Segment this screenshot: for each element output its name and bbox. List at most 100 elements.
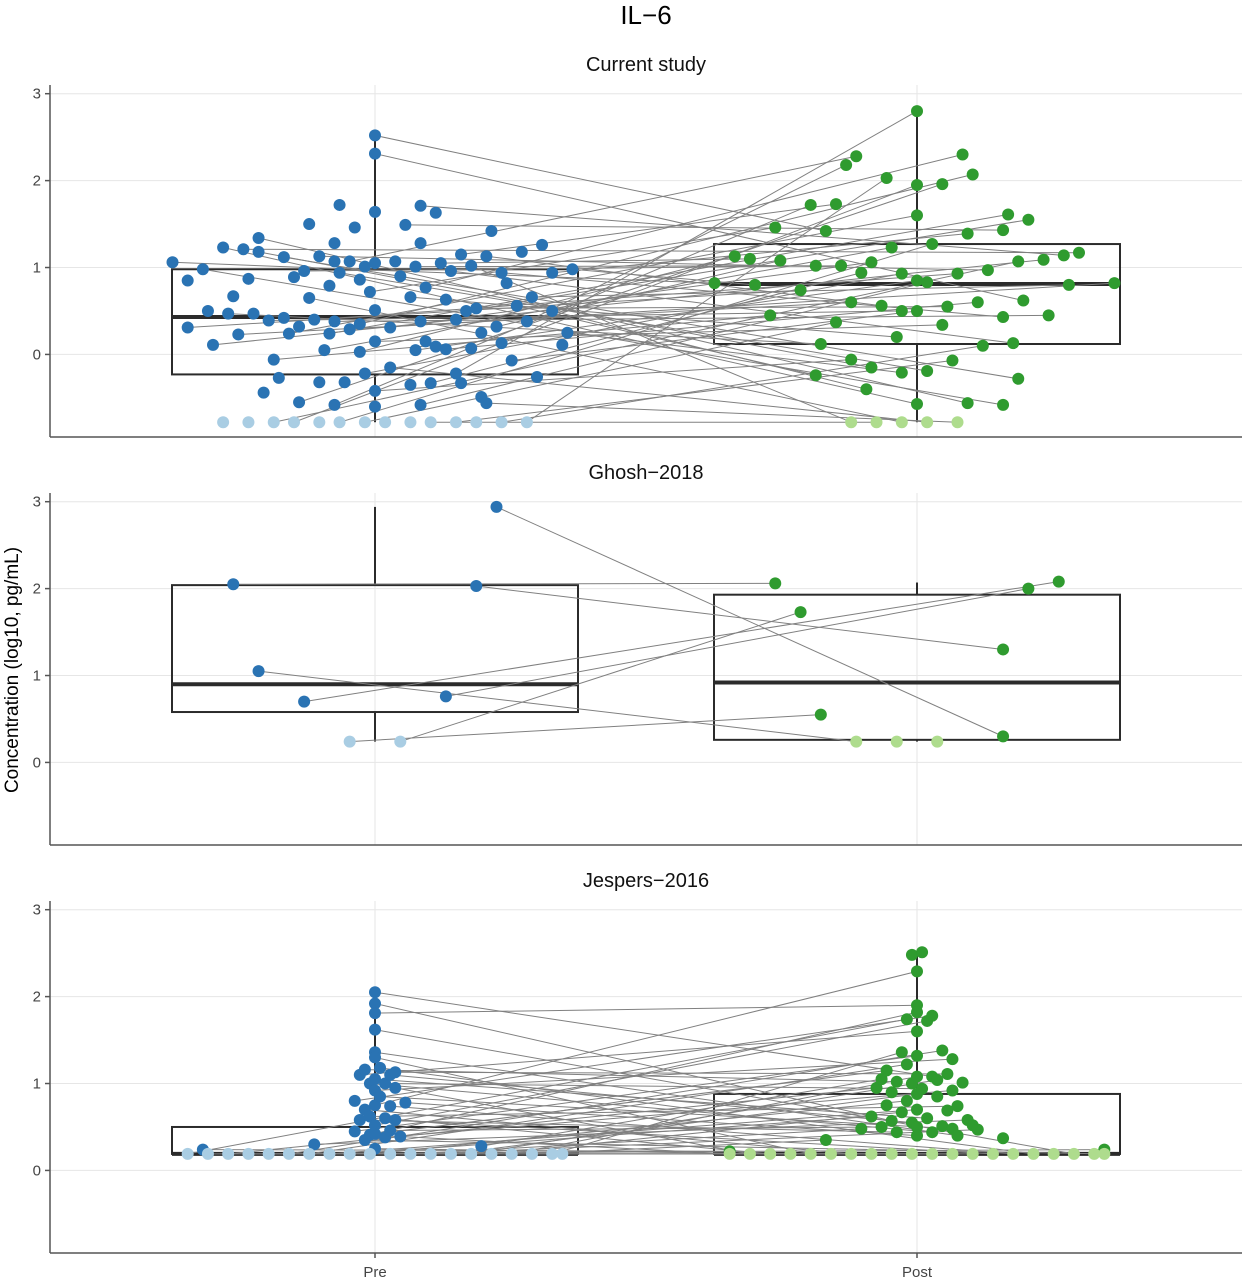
data-point-pre bbox=[348, 1125, 361, 1138]
censored-point-post bbox=[885, 1147, 898, 1160]
data-point-pre bbox=[333, 266, 346, 279]
box-post bbox=[713, 593, 1121, 741]
data-point-post bbox=[819, 1134, 832, 1147]
censored-point-pre bbox=[379, 416, 392, 429]
data-point-pre bbox=[363, 1110, 376, 1123]
data-point-pre bbox=[546, 304, 559, 317]
pair-line bbox=[314, 273, 958, 321]
data-point-post bbox=[956, 1076, 969, 1089]
y-tick-label: 3 bbox=[33, 86, 41, 103]
data-point-pre bbox=[232, 328, 245, 341]
data-point-post bbox=[997, 398, 1010, 411]
data-point-pre bbox=[531, 371, 543, 384]
censored-point-pre bbox=[444, 1147, 457, 1160]
censored-point-post bbox=[946, 1147, 959, 1160]
data-point-post bbox=[830, 198, 842, 211]
data-point-post bbox=[814, 338, 827, 351]
censored-point-post bbox=[865, 1147, 878, 1160]
data-point-pre bbox=[384, 1100, 397, 1113]
data-point-post bbox=[936, 178, 949, 191]
data-point-pre bbox=[429, 340, 442, 353]
censored-point-post bbox=[926, 1147, 939, 1160]
panel-jespers-2016: Jespers−2016 0 1 2 3 bbox=[33, 870, 1242, 1258]
pair-line bbox=[304, 581, 1059, 703]
data-point-post bbox=[1052, 575, 1065, 588]
data-point-post bbox=[1062, 278, 1075, 291]
data-point-post bbox=[911, 209, 923, 222]
data-point-post bbox=[926, 1126, 939, 1139]
censored-point-pre bbox=[358, 416, 371, 429]
censored-point-pre bbox=[288, 416, 300, 429]
pair-line bbox=[380, 1096, 953, 1130]
data-point-post bbox=[1022, 213, 1035, 226]
pair-line bbox=[359, 174, 973, 325]
data-point-pre bbox=[369, 986, 381, 999]
censored-point-pre bbox=[217, 416, 230, 429]
data-point-post bbox=[870, 1081, 883, 1094]
data-point-pre bbox=[298, 264, 311, 277]
pair-line bbox=[233, 582, 776, 585]
data-point-pre bbox=[323, 279, 336, 292]
data-point-pre bbox=[419, 335, 432, 348]
data-point-post bbox=[743, 252, 756, 265]
pair-line bbox=[491, 1111, 902, 1155]
data-point-post bbox=[1012, 255, 1025, 268]
pair-line bbox=[238, 301, 852, 335]
data-point-post bbox=[1108, 277, 1121, 290]
data-point-pre bbox=[207, 338, 219, 351]
censored-point-pre bbox=[505, 1147, 518, 1160]
data-point-pre bbox=[308, 313, 321, 326]
data-point-pre bbox=[262, 314, 275, 327]
data-point-pre bbox=[389, 1066, 402, 1079]
data-point-pre bbox=[369, 257, 381, 270]
data-point-post bbox=[941, 300, 954, 313]
pair-line bbox=[567, 332, 902, 374]
data-point-pre bbox=[252, 665, 265, 678]
data-point-post bbox=[951, 1129, 964, 1142]
censored-point-post bbox=[845, 1147, 858, 1160]
censored-point-pre bbox=[343, 735, 356, 748]
pair-line bbox=[476, 585, 1004, 650]
data-point-post bbox=[936, 1120, 949, 1133]
data-point-pre bbox=[495, 337, 508, 350]
data-point-pre bbox=[510, 299, 523, 312]
data-point-post bbox=[900, 1058, 913, 1071]
censored-point-pre bbox=[546, 1147, 559, 1160]
data-point-post bbox=[966, 168, 979, 181]
pair-line bbox=[415, 265, 816, 268]
data-point-post bbox=[997, 311, 1010, 324]
data-point-post bbox=[890, 1075, 903, 1088]
pair-line bbox=[369, 1105, 958, 1118]
data-point-pre bbox=[222, 307, 235, 320]
pair-line bbox=[374, 1003, 892, 1122]
data-point-pre bbox=[343, 323, 356, 336]
data-point-pre bbox=[434, 257, 447, 270]
censored-point-post bbox=[743, 1147, 756, 1160]
pair-line bbox=[379, 1067, 1034, 1155]
data-point-pre bbox=[384, 361, 397, 374]
pair-line bbox=[395, 1071, 948, 1075]
data-point-pre bbox=[490, 500, 503, 513]
data-point-post bbox=[865, 256, 878, 269]
pair-line bbox=[430, 1129, 978, 1155]
data-point-pre bbox=[328, 255, 341, 268]
data-point-post bbox=[769, 221, 782, 234]
data-point-pre bbox=[455, 248, 468, 261]
data-point-pre bbox=[399, 218, 412, 231]
y-tick-label: 0 bbox=[33, 754, 41, 771]
censored-point-pre bbox=[222, 1147, 235, 1160]
data-point-post bbox=[911, 105, 923, 118]
censored-point-post bbox=[824, 1147, 837, 1160]
data-point-post bbox=[911, 1006, 923, 1019]
censored-point-pre bbox=[363, 1147, 376, 1160]
data-point-post bbox=[885, 241, 898, 254]
data-point-pre bbox=[475, 326, 488, 339]
data-point-pre bbox=[227, 578, 240, 591]
data-point-pre bbox=[369, 384, 381, 397]
data-point-post bbox=[916, 1082, 929, 1095]
pair-line bbox=[359, 1119, 897, 1133]
censored-point-post bbox=[890, 735, 903, 748]
y-tick-label: 2 bbox=[33, 989, 41, 1006]
pair-line bbox=[349, 1116, 872, 1155]
